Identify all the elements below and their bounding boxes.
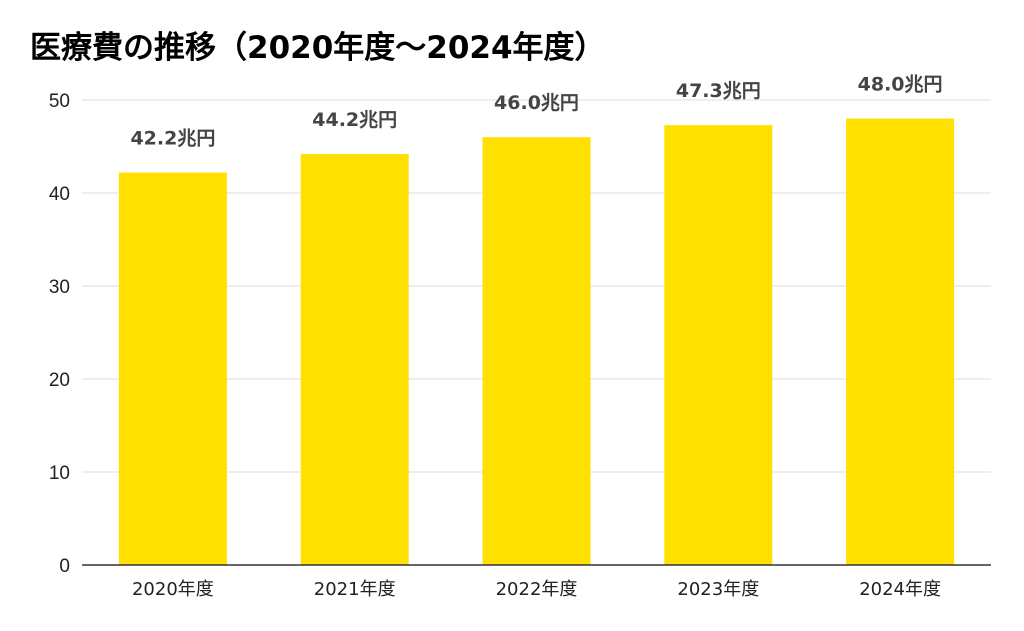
bar xyxy=(118,172,227,566)
bar xyxy=(846,118,955,565)
x-tick-label: 2022年度 xyxy=(496,579,578,600)
x-tick-label: 2020年度 xyxy=(132,579,214,600)
y-tick-label: 40 xyxy=(49,184,70,205)
y-tick-label: 10 xyxy=(49,463,70,484)
y-tick-label: 20 xyxy=(49,370,70,391)
x-tick-label: 2021年度 xyxy=(314,579,396,600)
chart-title: 医療費の推移（2020年度〜2024年度） xyxy=(30,30,606,66)
x-axis-ticks: 2020年度 2021年度 2022年度 2023年度 2024年度 xyxy=(132,579,941,600)
data-label: 48.0兆円 xyxy=(858,74,943,96)
data-label: 47.3兆円 xyxy=(676,80,761,102)
data-labels: 42.2兆円 44.2兆円 46.0兆円 47.3兆円 48.0兆円 xyxy=(130,74,942,150)
bar xyxy=(664,125,773,566)
data-label: 42.2兆円 xyxy=(130,128,215,150)
data-label: 44.2兆円 xyxy=(312,109,397,131)
y-axis-ticks: 0 10 20 30 40 50 xyxy=(49,91,70,577)
y-tick-label: 50 xyxy=(49,91,70,112)
data-label: 46.0兆円 xyxy=(494,92,579,114)
y-tick-label: 30 xyxy=(49,277,70,298)
x-tick-label: 2023年度 xyxy=(677,579,759,600)
x-tick-label: 2024年度 xyxy=(859,579,941,600)
y-tick-label: 0 xyxy=(59,556,70,577)
bars xyxy=(118,118,955,566)
bar xyxy=(300,153,409,565)
bar xyxy=(482,137,591,565)
